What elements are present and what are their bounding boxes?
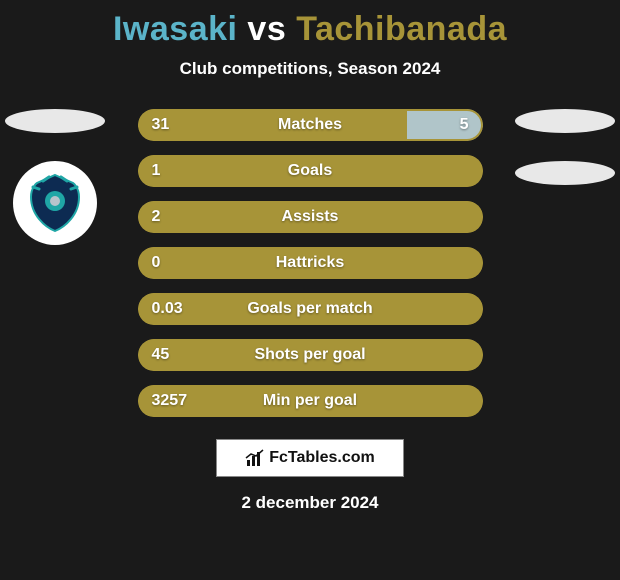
stat-row: 2Assists [138, 201, 483, 233]
comparison-body: 31Matches5 1Goals 2Assists 0Hattricks 0.03Go… [0, 109, 620, 417]
stat-label: Min per goal [138, 385, 483, 417]
stat-row: 3257Min per goal [138, 385, 483, 417]
club-badge-a [13, 161, 97, 245]
stat-row: 31Matches5 [138, 109, 483, 141]
watermark-text: FcTables.com [269, 449, 375, 467]
stat-label: Assists [138, 201, 483, 233]
player-b-name: Tachibanada [296, 10, 507, 48]
stat-label: Goals [138, 155, 483, 187]
placeholder-ellipse [515, 109, 615, 133]
subtitle: Club competitions, Season 2024 [0, 59, 620, 79]
club-crest-icon [23, 171, 87, 235]
stat-value-right: 5 [460, 109, 469, 141]
stat-label: Goals per match [138, 293, 483, 325]
stat-row: 1Goals [138, 155, 483, 187]
stat-row: 45Shots per goal [138, 339, 483, 371]
stat-row: 0.03Goals per match [138, 293, 483, 325]
title-vs: vs [247, 10, 286, 48]
stat-label: Hattricks [138, 247, 483, 279]
placeholder-ellipse [5, 109, 105, 133]
placeholder-ellipse [515, 161, 615, 185]
report-date: 2 december 2024 [0, 493, 620, 513]
stat-label: Matches [138, 109, 483, 141]
player-a-crest-column [0, 109, 110, 245]
comparison-title: Iwasaki vs Tachibanada [0, 0, 620, 49]
stat-label: Shots per goal [138, 339, 483, 371]
player-b-crest-column [510, 109, 620, 185]
stat-bars: 31Matches5 1Goals 2Assists 0Hattricks 0.03Go… [138, 109, 483, 417]
watermark: FcTables.com [216, 439, 404, 477]
stat-row: 0Hattricks [138, 247, 483, 279]
player-a-name: Iwasaki [113, 10, 237, 48]
chart-icon [245, 448, 265, 468]
